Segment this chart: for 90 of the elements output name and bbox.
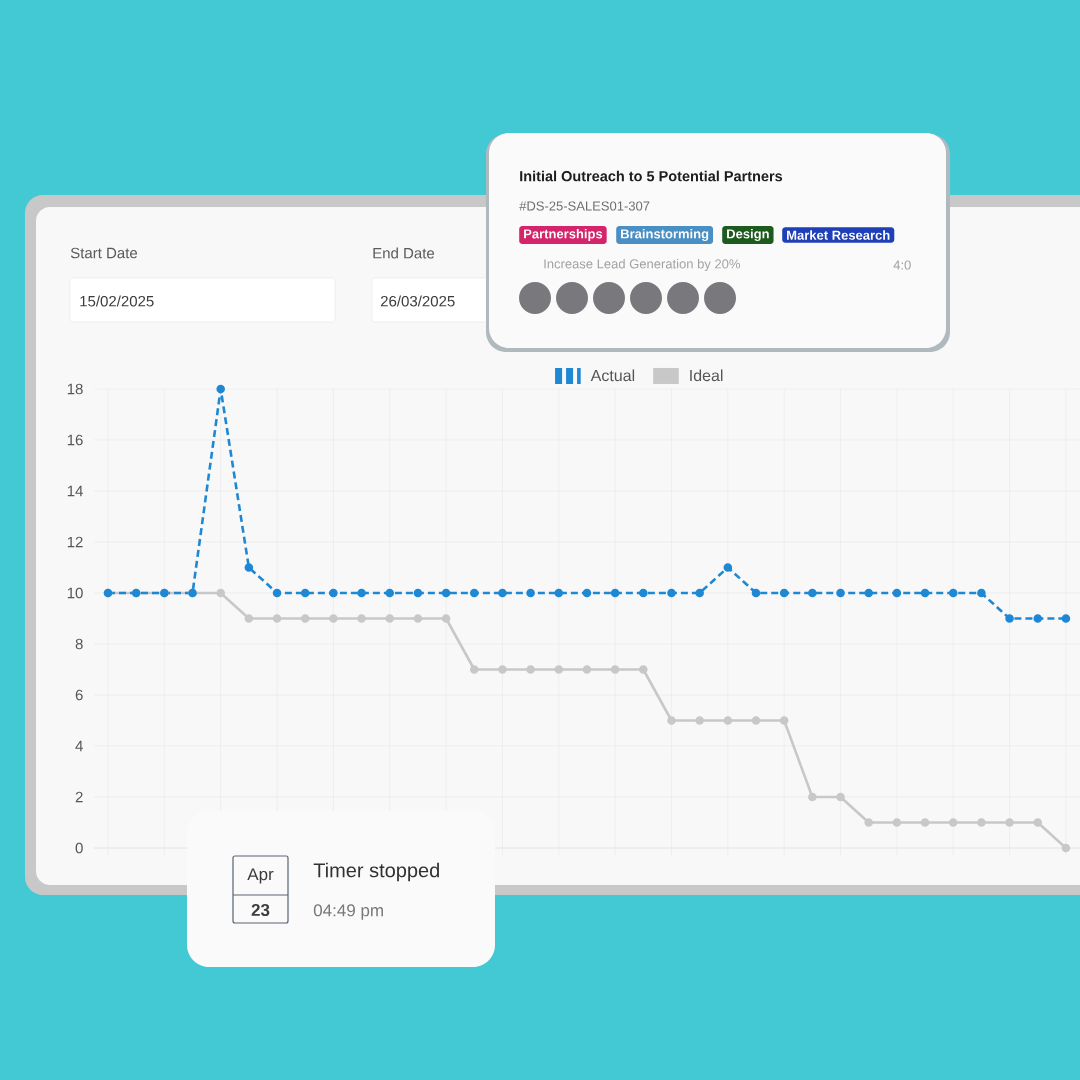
point xyxy=(948,588,958,598)
point xyxy=(216,588,225,598)
point xyxy=(441,614,451,623)
point xyxy=(808,792,817,802)
point xyxy=(300,614,310,623)
point xyxy=(695,716,704,725)
point xyxy=(836,588,845,598)
point xyxy=(554,665,564,674)
point xyxy=(385,614,395,623)
point xyxy=(329,588,338,598)
point xyxy=(582,665,592,674)
y-tick-label: 4 xyxy=(75,740,83,752)
text: 4:0 xyxy=(893,260,911,270)
point xyxy=(469,588,479,598)
point xyxy=(272,588,282,598)
text: Apr xyxy=(247,868,274,884)
text: Initial Outreach to 5 Potential Partners xyxy=(520,170,783,182)
text: Increase Lead Generation by 20% xyxy=(544,258,741,272)
y-tick-label: 14 xyxy=(67,485,83,497)
point xyxy=(244,563,254,572)
point xyxy=(779,588,789,598)
point xyxy=(554,588,564,598)
y-tick-label: 6 xyxy=(75,689,83,701)
point xyxy=(329,614,338,623)
y-tick-label: 18 xyxy=(67,383,83,395)
point xyxy=(413,588,423,598)
text: 04:49 pm xyxy=(313,904,383,920)
point xyxy=(244,614,254,623)
point xyxy=(272,614,282,623)
point xyxy=(498,665,507,674)
point xyxy=(610,665,620,674)
point xyxy=(1005,614,1014,623)
point xyxy=(751,716,761,725)
text: #DS-25-SALES01-307 xyxy=(519,201,650,211)
y-tick-label: 2 xyxy=(75,791,83,803)
point xyxy=(582,588,592,598)
point xyxy=(1033,818,1043,827)
text: End Date xyxy=(373,247,435,259)
legend-label: Ideal xyxy=(690,369,723,382)
point xyxy=(892,818,902,827)
point xyxy=(667,588,676,598)
point xyxy=(808,588,817,598)
point xyxy=(441,588,451,598)
point xyxy=(977,588,986,598)
point xyxy=(610,588,620,598)
point xyxy=(1033,614,1043,623)
point xyxy=(413,614,423,623)
point xyxy=(836,792,845,802)
text: Design xyxy=(727,228,769,242)
text: Timer stopped xyxy=(313,862,439,882)
y-tick-label: 16 xyxy=(67,434,83,446)
point xyxy=(1061,843,1071,853)
point xyxy=(526,588,535,598)
point xyxy=(864,588,873,598)
point xyxy=(357,588,366,598)
legend-label: Actual xyxy=(590,369,635,382)
point xyxy=(216,384,225,394)
point xyxy=(864,818,873,827)
point xyxy=(920,588,930,598)
point xyxy=(977,818,986,827)
text: Brainstorming xyxy=(621,228,709,242)
point xyxy=(498,588,507,598)
point xyxy=(526,665,535,674)
y-tick-label: 8 xyxy=(75,638,83,650)
y-tick-label: 10 xyxy=(67,587,83,599)
text: 23 xyxy=(251,903,270,917)
point xyxy=(385,588,395,598)
point xyxy=(357,614,366,623)
text: Partnerships xyxy=(524,228,603,242)
point xyxy=(779,716,789,725)
text: 15/02/2025 xyxy=(80,295,154,307)
text: 26/03/2025 xyxy=(380,295,455,307)
text: Start Date xyxy=(70,247,138,259)
point xyxy=(892,588,902,598)
point xyxy=(639,665,648,674)
y-tick-label: 0 xyxy=(75,842,83,854)
point xyxy=(723,716,733,725)
point xyxy=(639,588,648,598)
point xyxy=(469,665,479,674)
point xyxy=(1061,614,1071,623)
point xyxy=(920,818,930,827)
y-tick-label: 12 xyxy=(67,536,83,548)
point xyxy=(1005,818,1014,827)
point xyxy=(948,818,958,827)
text: Market Research xyxy=(787,230,890,240)
point xyxy=(300,588,310,598)
point xyxy=(751,588,761,598)
point xyxy=(667,716,676,725)
point xyxy=(723,563,733,572)
point xyxy=(695,588,704,598)
